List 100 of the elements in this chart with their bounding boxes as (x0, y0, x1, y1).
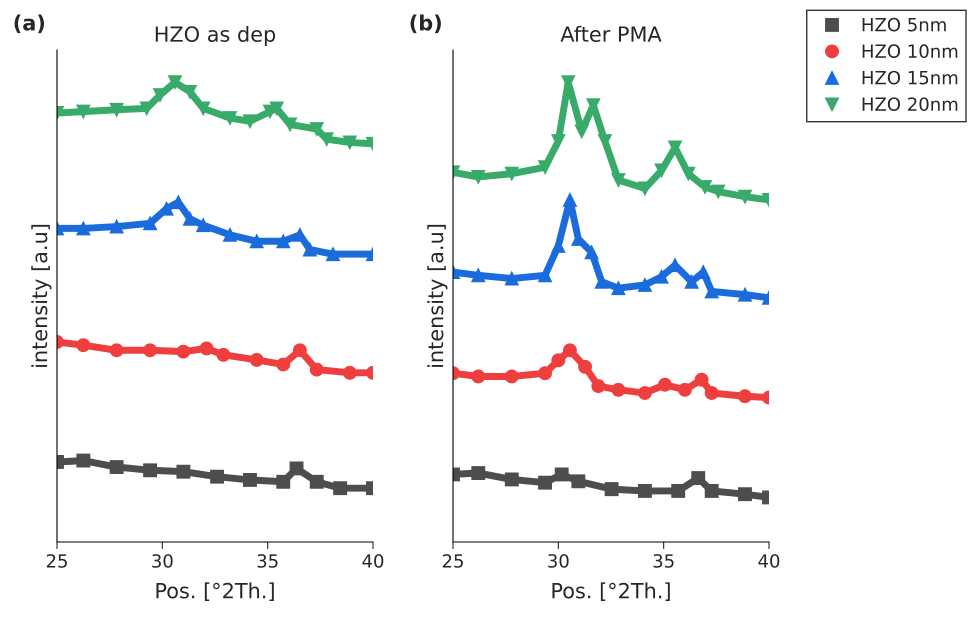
point (223, 228, 237, 242)
point (654, 164, 669, 178)
point (711, 184, 726, 199)
point (704, 386, 719, 400)
point (591, 379, 606, 394)
point (143, 343, 158, 358)
point (76, 454, 90, 468)
point (604, 482, 619, 496)
point (216, 348, 230, 362)
point (310, 362, 324, 377)
point (562, 192, 577, 207)
point (678, 382, 692, 397)
point (671, 484, 686, 498)
point (638, 386, 652, 400)
point (310, 474, 324, 489)
point (270, 101, 284, 116)
point (681, 166, 696, 181)
point (551, 353, 566, 368)
point (110, 460, 124, 474)
point (694, 372, 709, 387)
point (243, 472, 257, 487)
point (182, 212, 197, 226)
point (738, 389, 752, 404)
chart-title: After PMA (560, 26, 662, 42)
text: (b) (410, 14, 441, 34)
chart-title: HZO as dep (156, 26, 276, 46)
point (738, 190, 752, 204)
point (333, 481, 348, 496)
point (611, 173, 626, 188)
point (176, 344, 190, 359)
point (110, 220, 124, 234)
point (143, 216, 158, 230)
point (668, 140, 682, 154)
point (243, 114, 257, 128)
point (738, 288, 752, 302)
x-tick-label: 35 (258, 554, 278, 568)
x-tick-label: 30 (152, 554, 173, 568)
point (471, 370, 486, 384)
point (223, 111, 237, 125)
point (504, 370, 519, 384)
point (611, 281, 626, 296)
point (471, 268, 486, 282)
point (584, 245, 599, 260)
point (704, 284, 719, 298)
point (654, 270, 669, 284)
point (691, 471, 706, 486)
point (562, 343, 577, 358)
text: (a) (14, 14, 44, 34)
point (110, 102, 124, 117)
y-axis-title: intensity [a.u] (31, 224, 52, 367)
x-tick-label: 40 (758, 554, 780, 568)
point (538, 366, 552, 380)
x-tick-label: 30 (548, 554, 569, 568)
point (471, 170, 486, 184)
point (276, 474, 290, 489)
point (638, 484, 652, 498)
point (551, 134, 566, 148)
point (704, 484, 719, 498)
point (504, 166, 519, 181)
x-tick-label: 40 (362, 554, 384, 568)
point (342, 366, 357, 380)
point (554, 467, 569, 482)
point (76, 104, 90, 119)
point (250, 352, 264, 367)
point (571, 474, 586, 488)
point (738, 487, 752, 502)
x-tick-label: 25 (442, 554, 463, 568)
point (326, 247, 340, 262)
point (76, 221, 90, 236)
point (471, 466, 486, 480)
point (176, 464, 190, 479)
point (276, 358, 290, 372)
legend-label: HZO 20nm (862, 97, 958, 111)
point (110, 343, 124, 358)
x-tick-label: 35 (654, 554, 674, 568)
point (310, 122, 324, 136)
point (292, 343, 307, 358)
point (578, 360, 592, 374)
point (76, 338, 90, 352)
point (504, 472, 519, 486)
point (684, 274, 699, 289)
point (143, 463, 158, 478)
y-axis-title: intensity [a.u] (427, 224, 448, 367)
point (574, 124, 589, 138)
point (200, 341, 214, 356)
point (302, 242, 317, 257)
point (658, 378, 672, 392)
point (276, 234, 290, 248)
point (210, 470, 224, 484)
point (538, 476, 552, 490)
point (611, 382, 626, 397)
point (638, 278, 652, 292)
point (290, 461, 304, 476)
point (538, 268, 552, 282)
x-tick-label: 25 (46, 554, 67, 568)
point (168, 75, 182, 90)
x-axis-title: Pos. [°2Th.] (552, 582, 670, 601)
legend-label: HZO 10nm (862, 44, 958, 58)
point (504, 272, 519, 286)
point (250, 234, 264, 248)
